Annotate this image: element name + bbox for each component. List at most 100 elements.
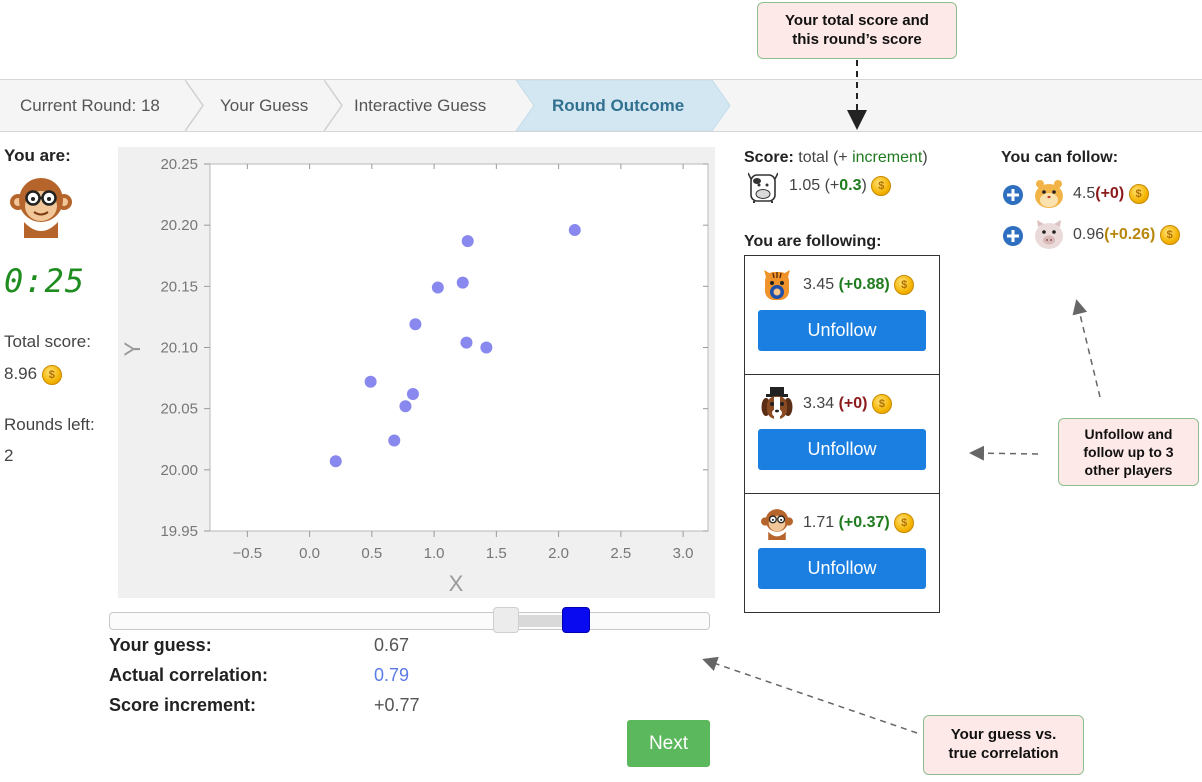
follow-callout: Unfollow and follow up to 3 other player… (1058, 418, 1199, 486)
total-score-row: 8.96 $ (4, 364, 62, 385)
score-label: Score: (744, 149, 794, 166)
score-increment-value: +0.77 (374, 695, 420, 715)
score-header: Score: total (+ increment) (744, 149, 928, 167)
guess-arrow (702, 656, 918, 734)
unfollow-button[interactable]: Unfollow (758, 548, 926, 589)
callout-line: follow up to 3 (1083, 444, 1174, 460)
breadcrumb-your-guess[interactable]: Your Guess (220, 96, 309, 115)
player-total: 0.96 (1073, 226, 1105, 244)
score-callout: Your total score and this round’s score (757, 2, 957, 59)
callout-line: other players (1084, 462, 1173, 478)
data-point (364, 375, 377, 388)
scatter-chart: −0.5 0.0 0.5 1.0 1.5 2.0 2.5 3.0 19.95 20.00 20.05… (118, 147, 715, 598)
callout-line: Your guess vs. (950, 726, 1057, 743)
breadcrumb-separator (324, 80, 343, 131)
rounds-left-value: 2 (4, 446, 14, 465)
actual-handle (561, 607, 590, 633)
breadcrumb-round-outcome[interactable]: Round Outcome (552, 96, 685, 115)
player-total: 4.5 (1073, 185, 1096, 203)
my-score-total: 1.05 (789, 177, 821, 195)
breadcrumb-separator (185, 80, 204, 131)
following-player-score: 3.45 (+0.88) $ (803, 275, 915, 295)
y-tick-label: 20.05 (160, 401, 198, 418)
x-tick-label: 0.5 (361, 545, 382, 562)
x-tick-label: 1.5 (486, 545, 507, 562)
follow-plus-icon[interactable] (1002, 184, 1024, 206)
can-follow-player-score: 4.5(+0) $ (1073, 184, 1149, 204)
score-increment-label: Score increment: (109, 695, 257, 715)
y-axis-label: Y (120, 341, 145, 356)
following-player-card: 1.71 (+0.37) $ Unfollow (745, 494, 939, 612)
following-player-score: 3.34 (+0) $ (803, 394, 892, 414)
coin-icon: $ (1159, 225, 1180, 245)
my-score-row: 1.05 (+0.3) $ (789, 176, 892, 196)
following-list: 3.45 (+0.88) $ Unfollow 3.34 (+0) $ Unfo… (744, 255, 940, 613)
player-increment: (+0.37) (838, 514, 890, 532)
monkey-icon (761, 509, 793, 540)
correlation-slider[interactable] (109, 607, 710, 633)
data-point (409, 318, 422, 331)
guess-label: Your guess: (109, 635, 212, 655)
score-legend-close: ) (922, 149, 928, 166)
my-score-increment: 0.3 (839, 177, 862, 195)
unfollow-button[interactable]: Unfollow (758, 310, 926, 351)
callout-line: Unfollow and (1084, 426, 1173, 442)
actual-correlation-label: Actual correlation: (109, 665, 269, 685)
x-tick-label: 2.0 (548, 545, 569, 562)
dog-icon (761, 387, 793, 419)
data-point (480, 341, 493, 354)
player-total: 1.71 (803, 514, 835, 532)
tiger-icon (764, 270, 790, 300)
x-tick-label: 1.0 (424, 545, 445, 562)
x-tick-label: 3.0 (673, 545, 694, 562)
y-tick-label: 20.15 (160, 278, 198, 295)
callout-line: this round’s score (792, 31, 922, 48)
score-legend-total: total (+ (798, 149, 848, 166)
rounds-left-label: Rounds left: (4, 415, 95, 434)
coin-icon: $ (894, 275, 915, 295)
my-score-close: ) (861, 177, 867, 195)
cow-icon (748, 172, 778, 203)
y-tick-label: 20.00 (160, 462, 198, 479)
x-axis-label: X (449, 571, 464, 596)
total-score-label: Total score: (4, 332, 91, 351)
coin-icon: $ (871, 176, 892, 196)
y-tick-label: 20.20 (160, 217, 198, 234)
breadcrumb-active-tab-bg (516, 80, 731, 131)
slider-range (506, 615, 576, 627)
score-legend-increment: increment (852, 149, 923, 166)
y-tick-label: 19.95 (160, 523, 198, 540)
player-total: 3.34 (803, 395, 835, 413)
player-increment: (+0) (1095, 185, 1125, 203)
actual-correlation-value: 0.79 (374, 665, 410, 685)
callout-line: Your total score and (785, 12, 929, 29)
y-tick-label: 20.10 (160, 340, 198, 357)
data-point (329, 455, 342, 468)
breadcrumb-interactive-guess[interactable]: Interactive Guess (354, 96, 487, 115)
next-button[interactable]: Next (627, 720, 710, 767)
x-tick-label: −0.5 (233, 545, 263, 562)
following-player-card: 3.45 (+0.88) $ Unfollow (745, 256, 939, 375)
data-point (431, 281, 444, 294)
follow-plus-icon[interactable] (1002, 225, 1024, 247)
hamster-icon (1035, 180, 1063, 208)
can-follow-title: You can follow: (1001, 149, 1119, 166)
following-arrow (969, 445, 1039, 461)
plot-area (209, 163, 709, 532)
coin-icon: $ (41, 364, 62, 385)
guess-value: 0.67 (374, 635, 410, 655)
you-are-label: You are: (4, 146, 71, 165)
data-point (568, 224, 581, 237)
following-player-score: 1.71 (+0.37) $ (803, 513, 915, 533)
pig-icon (1035, 220, 1063, 249)
guess-handle[interactable] (493, 607, 520, 633)
data-point (460, 336, 473, 349)
monkey-icon (10, 178, 72, 238)
data-point (388, 434, 401, 447)
x-tick-label: 2.5 (610, 545, 631, 562)
unfollow-button[interactable]: Unfollow (758, 429, 926, 470)
my-score-open: (+ (824, 177, 840, 195)
can-follow-arrow (1072, 299, 1101, 398)
data-point (461, 235, 474, 248)
total-score-value: 8.96 (4, 364, 38, 383)
